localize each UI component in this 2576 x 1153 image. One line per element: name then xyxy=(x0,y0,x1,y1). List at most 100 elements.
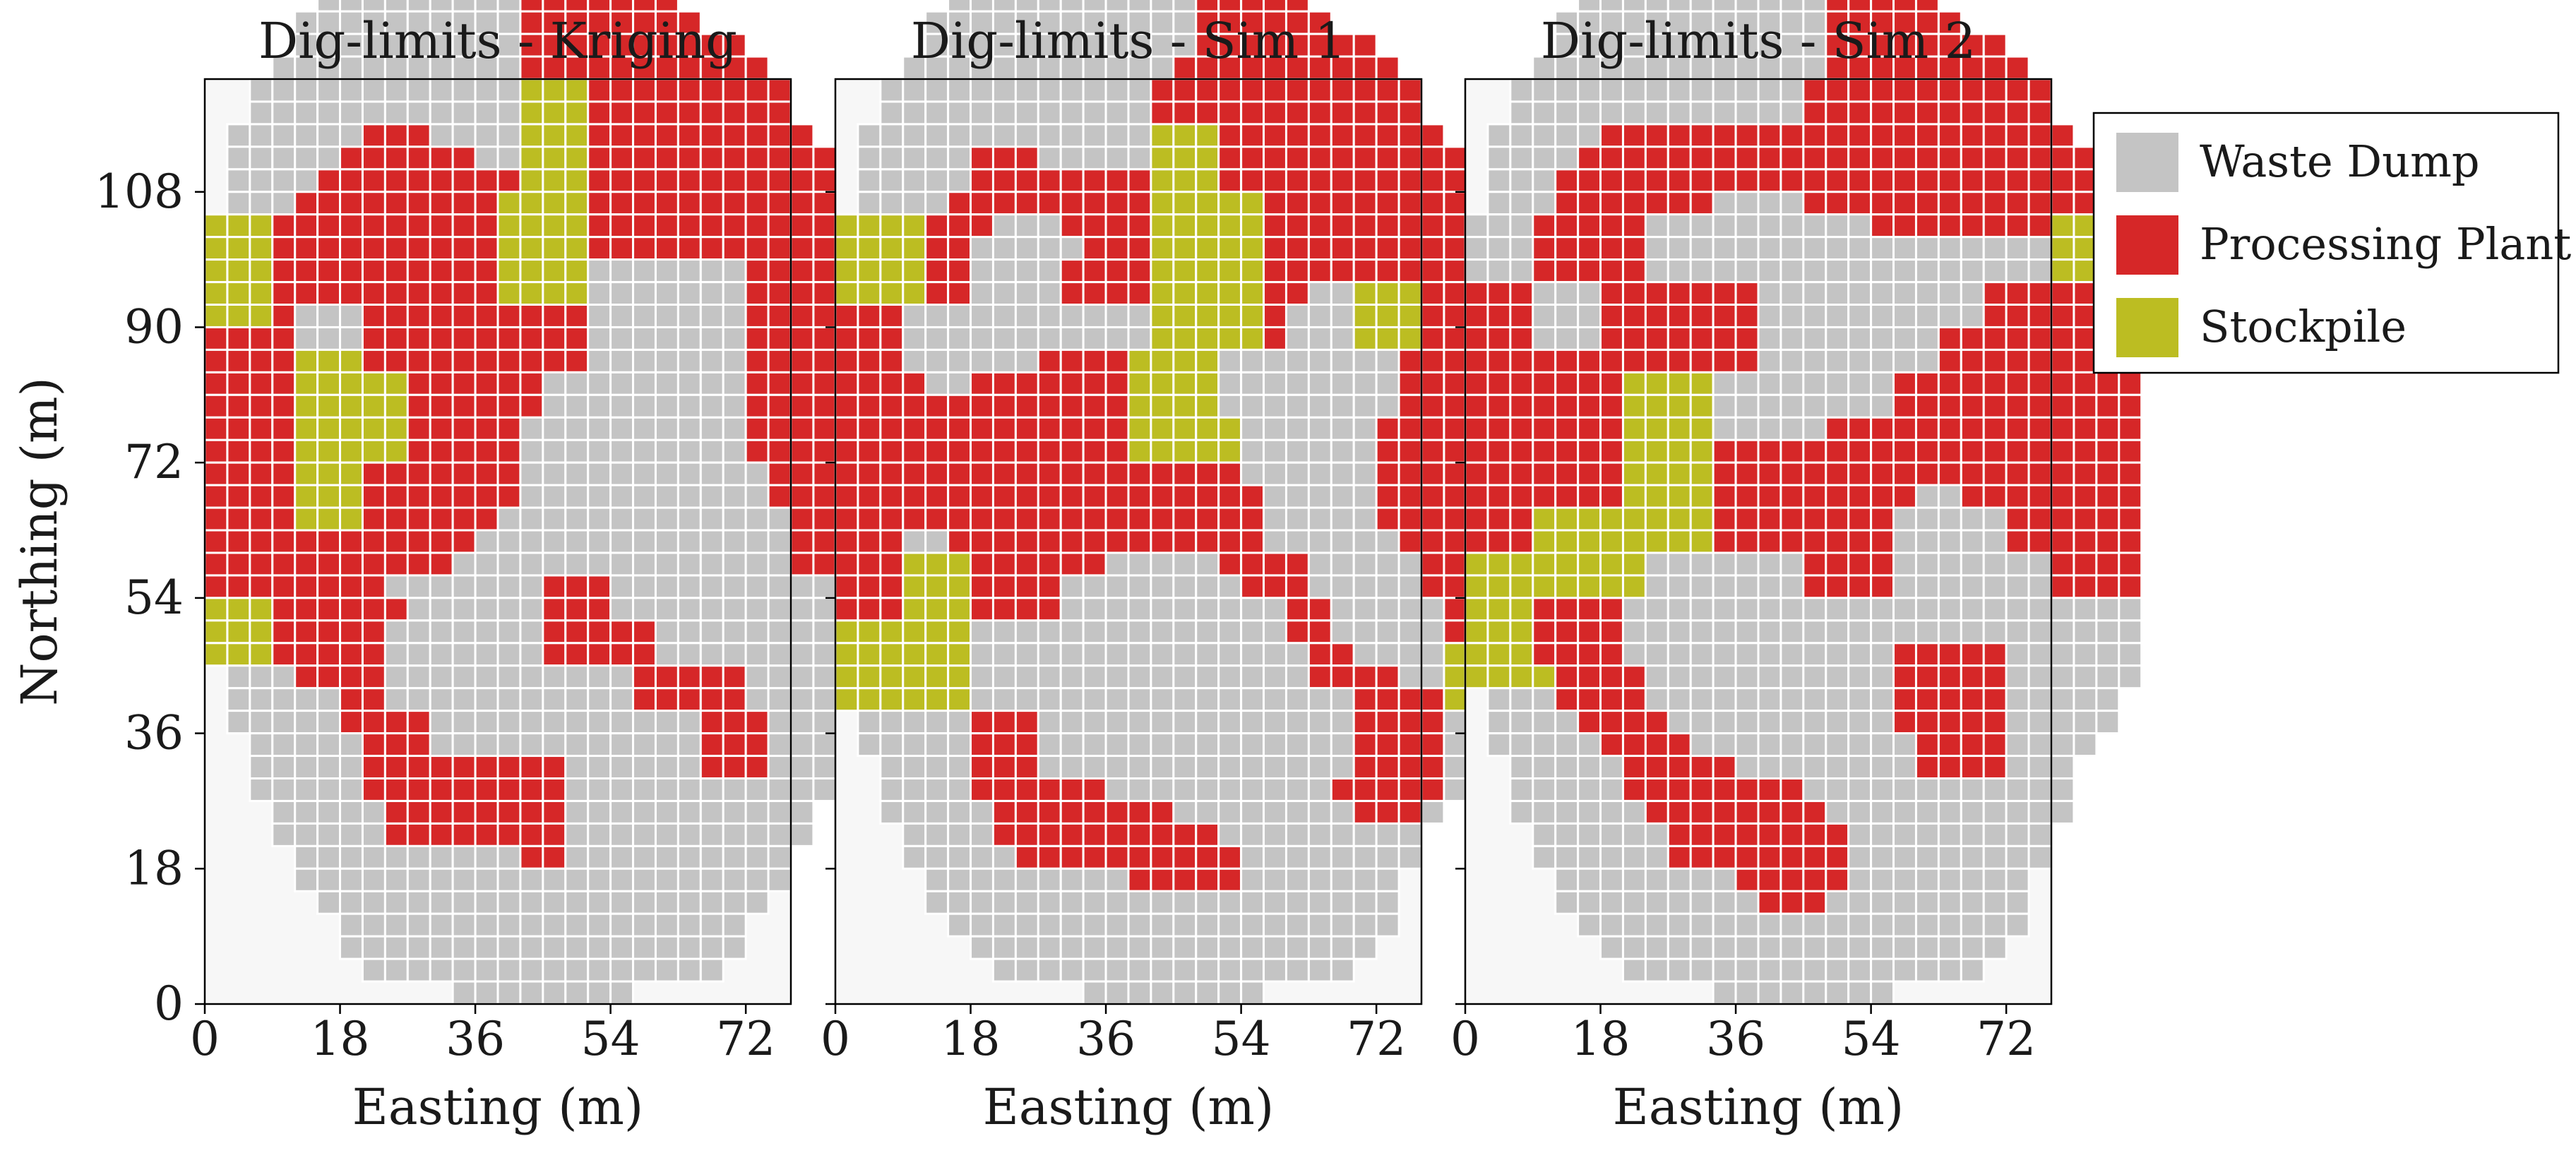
cell xyxy=(2005,755,2030,779)
cell xyxy=(1847,0,1873,13)
cell xyxy=(1554,168,1580,193)
cell xyxy=(1014,123,1039,148)
cell xyxy=(1734,664,1760,690)
cell xyxy=(587,123,612,148)
cell xyxy=(789,236,815,261)
cell xyxy=(474,348,499,374)
cell xyxy=(339,32,364,58)
cell xyxy=(249,551,274,577)
cell xyxy=(924,484,950,509)
cell xyxy=(2095,710,2121,735)
cell xyxy=(1779,78,1805,103)
cell xyxy=(1486,687,1512,712)
cell xyxy=(1420,777,1445,802)
cell xyxy=(1734,844,1760,870)
cell xyxy=(1037,191,1062,216)
cell xyxy=(1037,393,1062,419)
cell xyxy=(1577,506,1602,532)
cell xyxy=(699,957,724,983)
cell xyxy=(1712,642,1737,667)
cell xyxy=(1644,325,1669,351)
cell xyxy=(1104,304,1130,328)
cell xyxy=(1509,799,1534,825)
cell xyxy=(451,258,477,284)
cell xyxy=(834,664,859,690)
cell xyxy=(451,32,477,58)
cell xyxy=(1825,732,1850,758)
cell xyxy=(722,755,747,779)
cell xyxy=(519,55,544,80)
cell xyxy=(587,799,612,825)
cell xyxy=(1082,281,1107,306)
cell xyxy=(2118,551,2143,577)
cell xyxy=(1982,304,2008,328)
cell xyxy=(1104,912,1130,938)
cell xyxy=(1150,957,1175,983)
cell xyxy=(699,145,724,171)
cell xyxy=(991,213,1017,239)
cell xyxy=(1554,258,1580,284)
cell xyxy=(970,236,994,261)
cell xyxy=(1825,348,1850,374)
cell xyxy=(676,912,702,938)
cell xyxy=(1847,416,1873,441)
cell xyxy=(2118,393,2143,419)
cell xyxy=(2050,777,2075,802)
cell xyxy=(632,935,657,960)
cell xyxy=(902,755,927,779)
cell xyxy=(924,619,950,645)
cell xyxy=(947,281,972,306)
cell xyxy=(654,213,679,239)
cell xyxy=(1937,213,1962,239)
cell xyxy=(1509,687,1534,712)
cell xyxy=(676,844,702,870)
cell xyxy=(1779,258,1805,284)
cell xyxy=(1599,529,1624,554)
cell xyxy=(609,281,635,306)
cell xyxy=(812,393,837,419)
cell xyxy=(1397,506,1423,532)
cell xyxy=(1689,777,1715,802)
cell xyxy=(1195,551,1220,577)
cell xyxy=(1644,912,1669,938)
cell xyxy=(632,687,657,712)
cell xyxy=(1150,551,1175,577)
cell xyxy=(249,168,274,193)
cell xyxy=(879,416,905,441)
cell xyxy=(1870,371,1895,396)
cell xyxy=(609,687,635,712)
cell xyxy=(1195,325,1220,351)
cell xyxy=(654,822,679,847)
cell xyxy=(1982,867,2008,892)
cell xyxy=(1307,664,1332,690)
cell xyxy=(1284,799,1310,825)
cell xyxy=(991,732,1017,758)
cell xyxy=(654,799,679,825)
cell xyxy=(1195,642,1220,667)
cell xyxy=(1443,168,1468,193)
x-tick-label: 0 xyxy=(821,1012,850,1066)
cells xyxy=(834,0,1536,1005)
cell xyxy=(789,732,815,758)
cell xyxy=(1914,890,1940,915)
cell xyxy=(361,145,386,171)
cell xyxy=(1712,393,1737,419)
cell xyxy=(1621,258,1647,284)
cell xyxy=(2050,642,2075,667)
cell xyxy=(1150,597,1175,622)
cell xyxy=(1577,191,1602,216)
cell xyxy=(1195,957,1220,983)
cell xyxy=(1892,777,1917,802)
cell xyxy=(1217,191,1243,216)
cell xyxy=(924,281,950,306)
cell xyxy=(1802,890,1827,915)
cell xyxy=(1914,100,1940,126)
cell xyxy=(1263,236,1287,261)
cell xyxy=(1577,867,1602,892)
cell xyxy=(1960,619,1985,645)
cell xyxy=(1802,912,1827,938)
cell xyxy=(451,687,477,712)
cell xyxy=(1037,325,1062,351)
cell xyxy=(1082,642,1107,667)
